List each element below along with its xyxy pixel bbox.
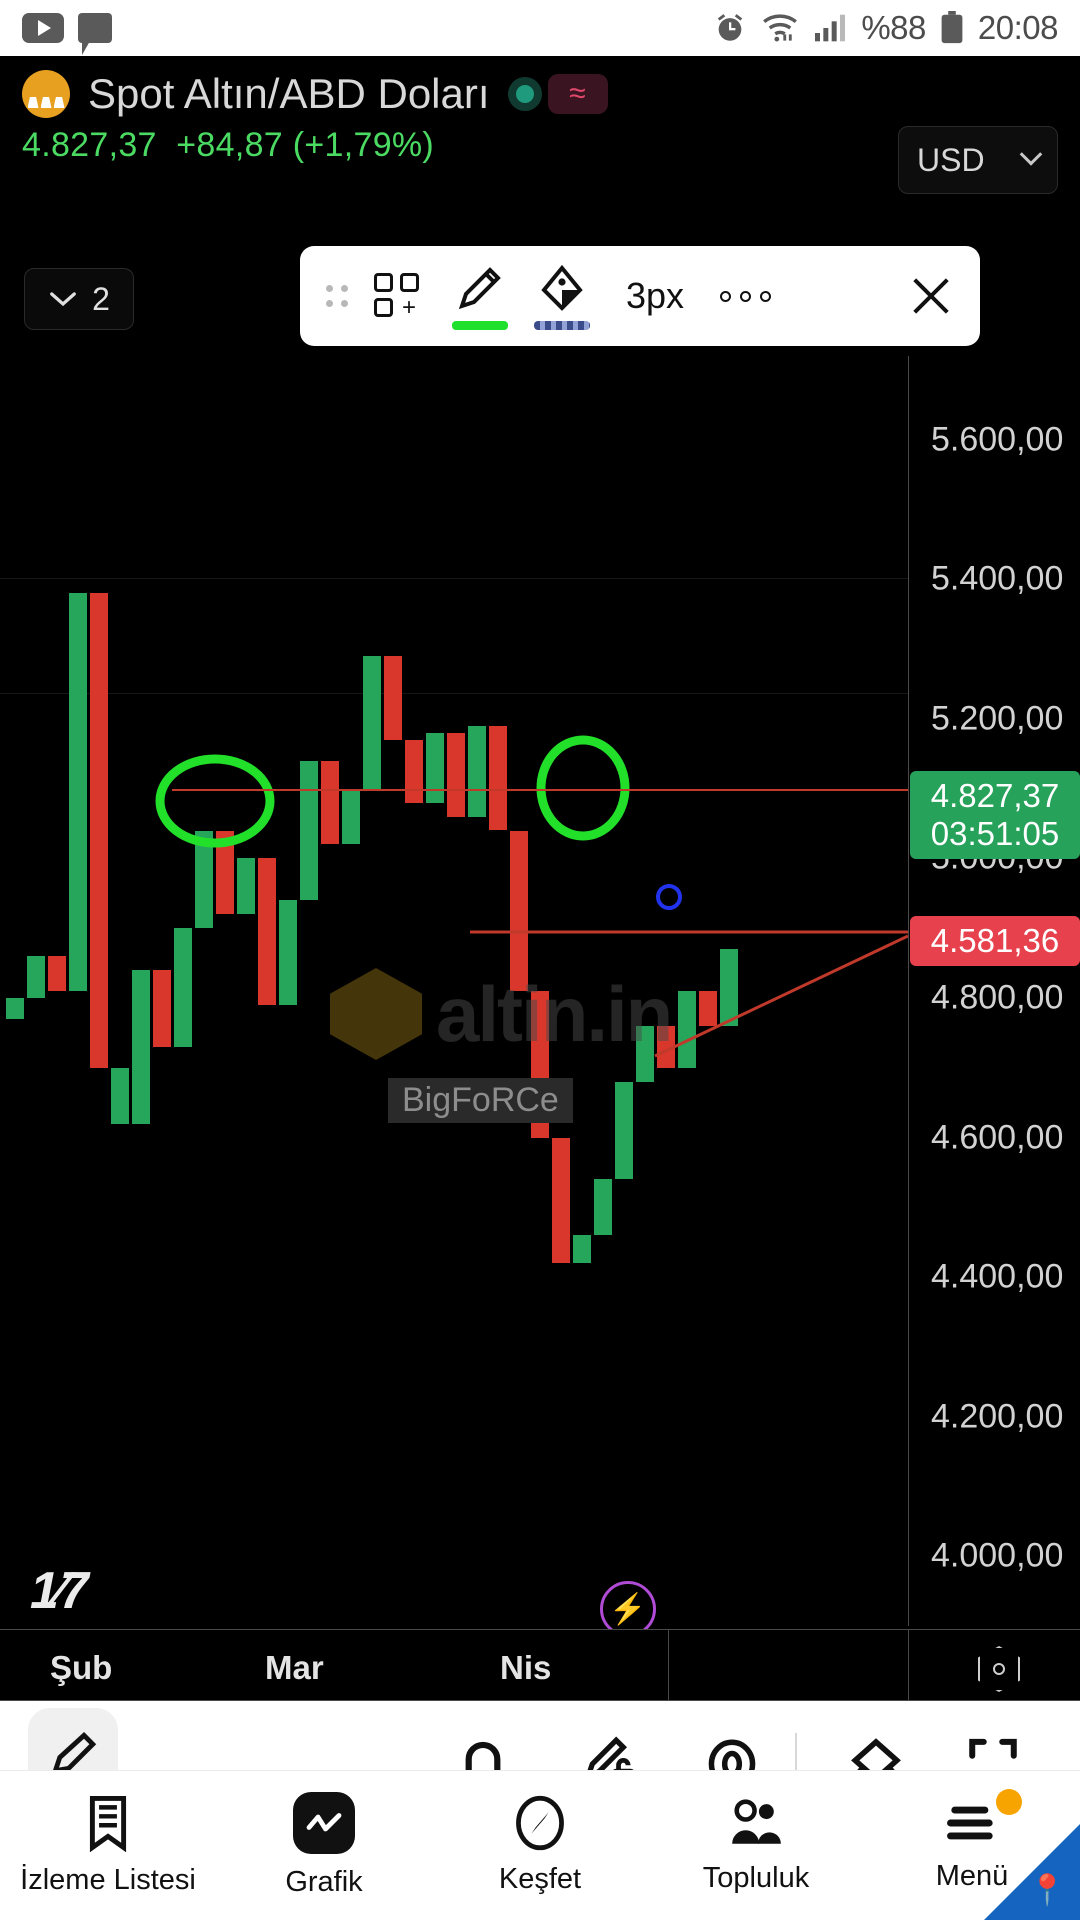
menu-badge <box>996 1789 1022 1815</box>
nav-label-explore: Keşfet <box>498 1863 582 1895</box>
close-icon[interactable] <box>908 273 954 319</box>
tradingview-logo: 1⁄7 <box>30 1562 88 1620</box>
corner-ribbon <box>984 1824 1080 1920</box>
last-price-badge[interactable]: 4.827,37 03:51:05 <box>910 771 1080 859</box>
change-absolute: +84,87 <box>176 126 283 164</box>
gold-bars-icon <box>22 70 70 118</box>
nav-label-chart: Grafik <box>285 1866 363 1898</box>
interval-value: 2 <box>92 280 110 317</box>
time-tick-2: Nis <box>500 1649 552 1686</box>
countdown-value: 03:51:05 <box>930 815 1060 852</box>
chart-glyph <box>306 1813 342 1832</box>
battery-percent: %88 <box>861 9 926 46</box>
chevron-down-icon <box>50 292 76 307</box>
price-tick: 4.200,00 <box>931 1397 1064 1436</box>
nav-item-watchlist[interactable]: İzleme Listesi <box>0 1771 216 1920</box>
status-right-icons: %88 20:08 <box>713 9 1059 47</box>
currency-select[interactable]: USD <box>898 126 1058 194</box>
change-percent: (+1,79%) <box>292 126 435 164</box>
more-options-icon[interactable] <box>720 290 772 302</box>
signal-icon <box>815 14 846 42</box>
chart-plot[interactable]: altin.in BigFoRCe 1⁄7 ⚡ <box>0 356 908 1637</box>
green-circle-right <box>536 735 630 841</box>
bottom-nav[interactable]: İzleme Listesi Grafik Keşfet Topluluk Me… <box>0 1770 1080 1920</box>
chart-settings-icon[interactable] <box>978 1646 1020 1692</box>
drag-handle-icon[interactable] <box>326 285 348 307</box>
location-pin-icon: 📍 <box>1028 1874 1066 1907</box>
youtube-icon <box>22 13 64 43</box>
currency-value: USD <box>917 141 985 178</box>
lightning-badge-icon[interactable]: ⚡ <box>600 1581 656 1637</box>
nav-label-watchlist: İzleme Listesi <box>20 1864 196 1896</box>
battery-icon <box>941 11 963 44</box>
time-tick-0: Şub <box>50 1649 113 1686</box>
chevron-down-icon <box>1019 143 1043 166</box>
alert-price-value: 4.581,36 <box>930 922 1060 959</box>
ink-glyph <box>541 264 583 311</box>
blue-circle-marker[interactable] <box>656 884 682 910</box>
last-price: 4.827,37 <box>22 126 157 164</box>
price-tick: 4.800,00 <box>931 978 1064 1017</box>
symbol-name[interactable]: Spot Altın/ABD Doları <box>88 70 490 117</box>
ink-color-swatch[interactable] <box>534 321 590 330</box>
ink-fill-icon[interactable] <box>534 262 590 330</box>
pencil-icon[interactable] <box>452 262 508 330</box>
time-axis[interactable]: Şub Mar Nis <box>0 1629 1080 1702</box>
symbol-row[interactable]: Spot Altın/ABD Doları ≈ <box>0 56 1080 118</box>
nav-label-community: Topluluk <box>702 1862 810 1894</box>
price-row: 4.827,37 +84,87 (+1,79%) <box>0 118 1080 165</box>
interval-selector[interactable]: 2 <box>24 268 134 330</box>
chart-header: Spot Altın/ABD Doları ≈ 4.827,37 +84,87 … <box>0 56 1080 194</box>
pencil-glyph <box>458 267 501 310</box>
wifi-icon <box>763 14 798 42</box>
alarm-icon <box>718 14 743 41</box>
price-tick: 5.400,00 <box>931 559 1064 598</box>
price-tick: 4.600,00 <box>931 1118 1064 1157</box>
tools-divider <box>795 1733 797 1793</box>
watermark-text: altin.in <box>436 969 673 1058</box>
nav-item-community[interactable]: Topluluk <box>648 1771 864 1920</box>
wave-badge: ≈ <box>547 74 608 114</box>
watermark: altin.in <box>330 968 673 1060</box>
line-width-value[interactable]: 3px <box>626 275 685 316</box>
price-tick: 5.200,00 <box>931 699 1064 738</box>
message-icon <box>78 13 112 55</box>
status-left-icons <box>22 13 112 55</box>
nav-item-chart[interactable]: Grafik <box>216 1771 432 1920</box>
green-circle-left <box>155 754 275 848</box>
status-bar: %88 20:08 <box>0 0 1080 56</box>
price-tick: 5.600,00 <box>931 420 1064 459</box>
watchlist-icon <box>89 1796 127 1852</box>
last-price-badge-value: 4.827,37 <box>930 777 1060 814</box>
templates-icon[interactable]: + <box>374 273 426 320</box>
community-icon <box>732 1799 781 1844</box>
time-tick-1: Mar <box>265 1649 324 1686</box>
status-clock: 20:08 <box>977 9 1059 46</box>
chart-app: Spot Altın/ABD Doları ≈ 4.827,37 +84,87 … <box>0 56 1080 1826</box>
watermark-subtext: BigFoRCe <box>388 1078 573 1123</box>
price-tick: 4.000,00 <box>931 1536 1064 1575</box>
nav-item-explore[interactable]: Keşfet <box>432 1771 648 1920</box>
alert-price-badge[interactable]: 4.581,36 <box>910 916 1080 966</box>
compass-icon <box>516 1795 564 1851</box>
chart-icon <box>293 1792 355 1854</box>
watermark-logo-icon <box>330 968 422 1060</box>
menu-icon <box>947 1806 993 1840</box>
price-tick: 4.400,00 <box>931 1257 1064 1296</box>
price-axis[interactable]: 5.600,005.400,005.200,005.000,004.800,00… <box>908 356 1080 1626</box>
market-open-dot <box>507 77 542 111</box>
pencil-color-swatch[interactable] <box>452 321 508 330</box>
drawing-toolbar[interactable]: + 3px <box>300 246 980 346</box>
